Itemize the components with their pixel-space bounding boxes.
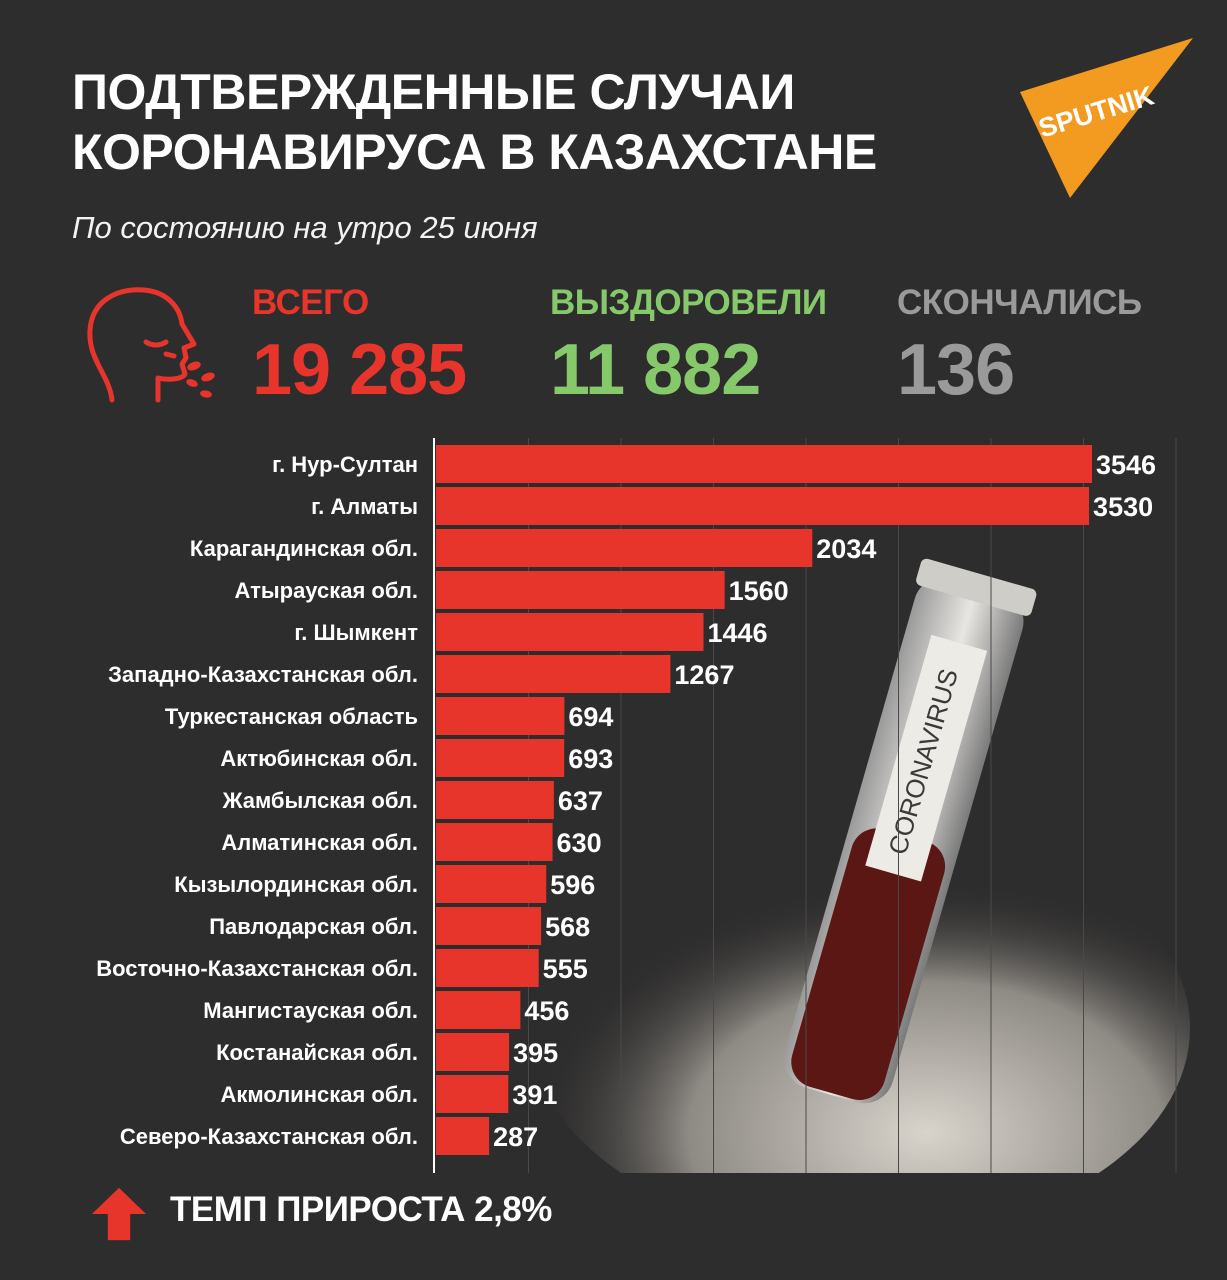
- bar: [436, 865, 547, 903]
- stat-total: ВСЕГО 19 285: [252, 283, 467, 411]
- title-line-1: ПОДТВЕРЖДЕННЫЕ СЛУЧАИ: [72, 64, 795, 120]
- value-label: 1267: [674, 660, 734, 690]
- arrow-up-icon: [91, 1187, 147, 1241]
- bar: [436, 445, 1093, 483]
- sneezing-head-icon: [87, 287, 215, 403]
- category-label: г. Алматы: [311, 494, 418, 519]
- growth-rate: ТЕМП ПРИРОСТА 2,8%: [170, 1190, 552, 1229]
- category-label: Актюбинская обл.: [220, 746, 418, 771]
- bar: [436, 655, 671, 693]
- value-label: 568: [545, 912, 590, 942]
- stat-recovered-label: ВЫЗДОРОВЕЛИ: [550, 283, 827, 322]
- chart-title: ПОДТВЕРЖДЕННЫЕ СЛУЧАИ КОРОНАВИРУСА В КАЗ…: [72, 62, 877, 182]
- sputnik-logo: SPUTNIK: [1020, 38, 1193, 198]
- test-tube-photo: CORONAVIRUS: [530, 558, 1190, 1173]
- category-label: Алматинская обл.: [221, 830, 418, 855]
- category-label: Жамбылская обл.: [222, 788, 418, 813]
- bar: [436, 739, 565, 777]
- bar-chart-svg: г. Нур-Султан 3546 г. Алматы 3530 Карагандин…: [96, 438, 1177, 1173]
- stat-total-label: ВСЕГО: [252, 283, 369, 322]
- bar: [436, 487, 1090, 525]
- category-label: Павлодарская обл.: [209, 914, 418, 939]
- value-label: 391: [512, 1080, 557, 1110]
- value-label: 395: [513, 1038, 558, 1068]
- stat-deaths: СКОНЧАЛИСЬ 136: [897, 283, 1142, 411]
- category-label: Восточно-Казахстанская обл.: [96, 956, 418, 981]
- category-label: Карагандинская обл.: [190, 536, 418, 561]
- bar: [436, 991, 521, 1029]
- bar: [436, 781, 554, 819]
- category-label: Атырауская обл.: [234, 578, 418, 603]
- category-label: Северо-Казахстанская обл.: [120, 1124, 418, 1149]
- title-line-2: КОРОНАВИРУСА В КАЗАХСТАНЕ: [72, 124, 877, 180]
- stat-recovered: ВЫЗДОРОВЕЛИ 11 882: [550, 283, 827, 411]
- value-label: 1560: [729, 576, 789, 606]
- bar: [436, 1075, 509, 1113]
- bar: [436, 571, 725, 609]
- bar: [436, 1117, 490, 1155]
- value-label: 456: [524, 996, 569, 1026]
- category-label: Костанайская обл.: [216, 1040, 418, 1065]
- subtitle: По состоянию на утро 25 июня: [72, 210, 538, 245]
- category-label: Кызылординская обл.: [174, 872, 418, 897]
- value-label: 630: [557, 828, 602, 858]
- bar: [436, 949, 539, 987]
- value-label: 1446: [708, 618, 768, 648]
- value-label: 3546: [1096, 450, 1156, 480]
- category-label: г. Шымкент: [294, 620, 418, 645]
- bar-chart: г. Нур-Султан 3546 г. Алматы 3530 Карагандин…: [0, 438, 1227, 1173]
- value-label: 555: [543, 954, 588, 984]
- category-label: Мангистауская обл.: [203, 998, 418, 1023]
- bar: [436, 823, 553, 861]
- bar: [436, 697, 565, 735]
- value-label: 637: [558, 786, 603, 816]
- category-label: Западно-Казахстанская обл.: [108, 662, 418, 687]
- bar: [436, 529, 813, 567]
- stat-deaths-label: СКОНЧАЛИСЬ: [897, 283, 1142, 322]
- stat-recovered-value: 11 882: [550, 330, 761, 410]
- value-label: 596: [550, 870, 595, 900]
- category-label: Туркестанская область: [165, 704, 418, 729]
- category-label: г. Нур-Султан: [272, 452, 418, 477]
- value-label: 3530: [1093, 492, 1153, 522]
- value-label: 2034: [816, 534, 876, 564]
- stat-total-value: 19 285: [252, 330, 467, 410]
- value-label: 694: [568, 702, 613, 732]
- value-label: 287: [493, 1122, 538, 1152]
- bar: [436, 613, 704, 651]
- category-label: Акмолинская обл.: [220, 1082, 418, 1107]
- stat-deaths-value: 136: [897, 330, 1015, 410]
- bar: [436, 1033, 510, 1071]
- value-label: 693: [568, 744, 613, 774]
- bar: [436, 907, 542, 945]
